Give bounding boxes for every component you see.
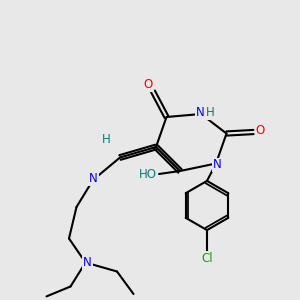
Text: O: O <box>256 124 265 137</box>
Text: Cl: Cl <box>201 252 213 266</box>
Text: O: O <box>144 78 153 92</box>
Text: N: N <box>83 256 92 269</box>
Text: N: N <box>89 172 98 185</box>
Text: N: N <box>196 106 205 119</box>
Text: H: H <box>102 133 111 146</box>
Text: HO: HO <box>139 167 157 181</box>
Text: N: N <box>213 158 222 172</box>
Text: H: H <box>206 106 214 119</box>
